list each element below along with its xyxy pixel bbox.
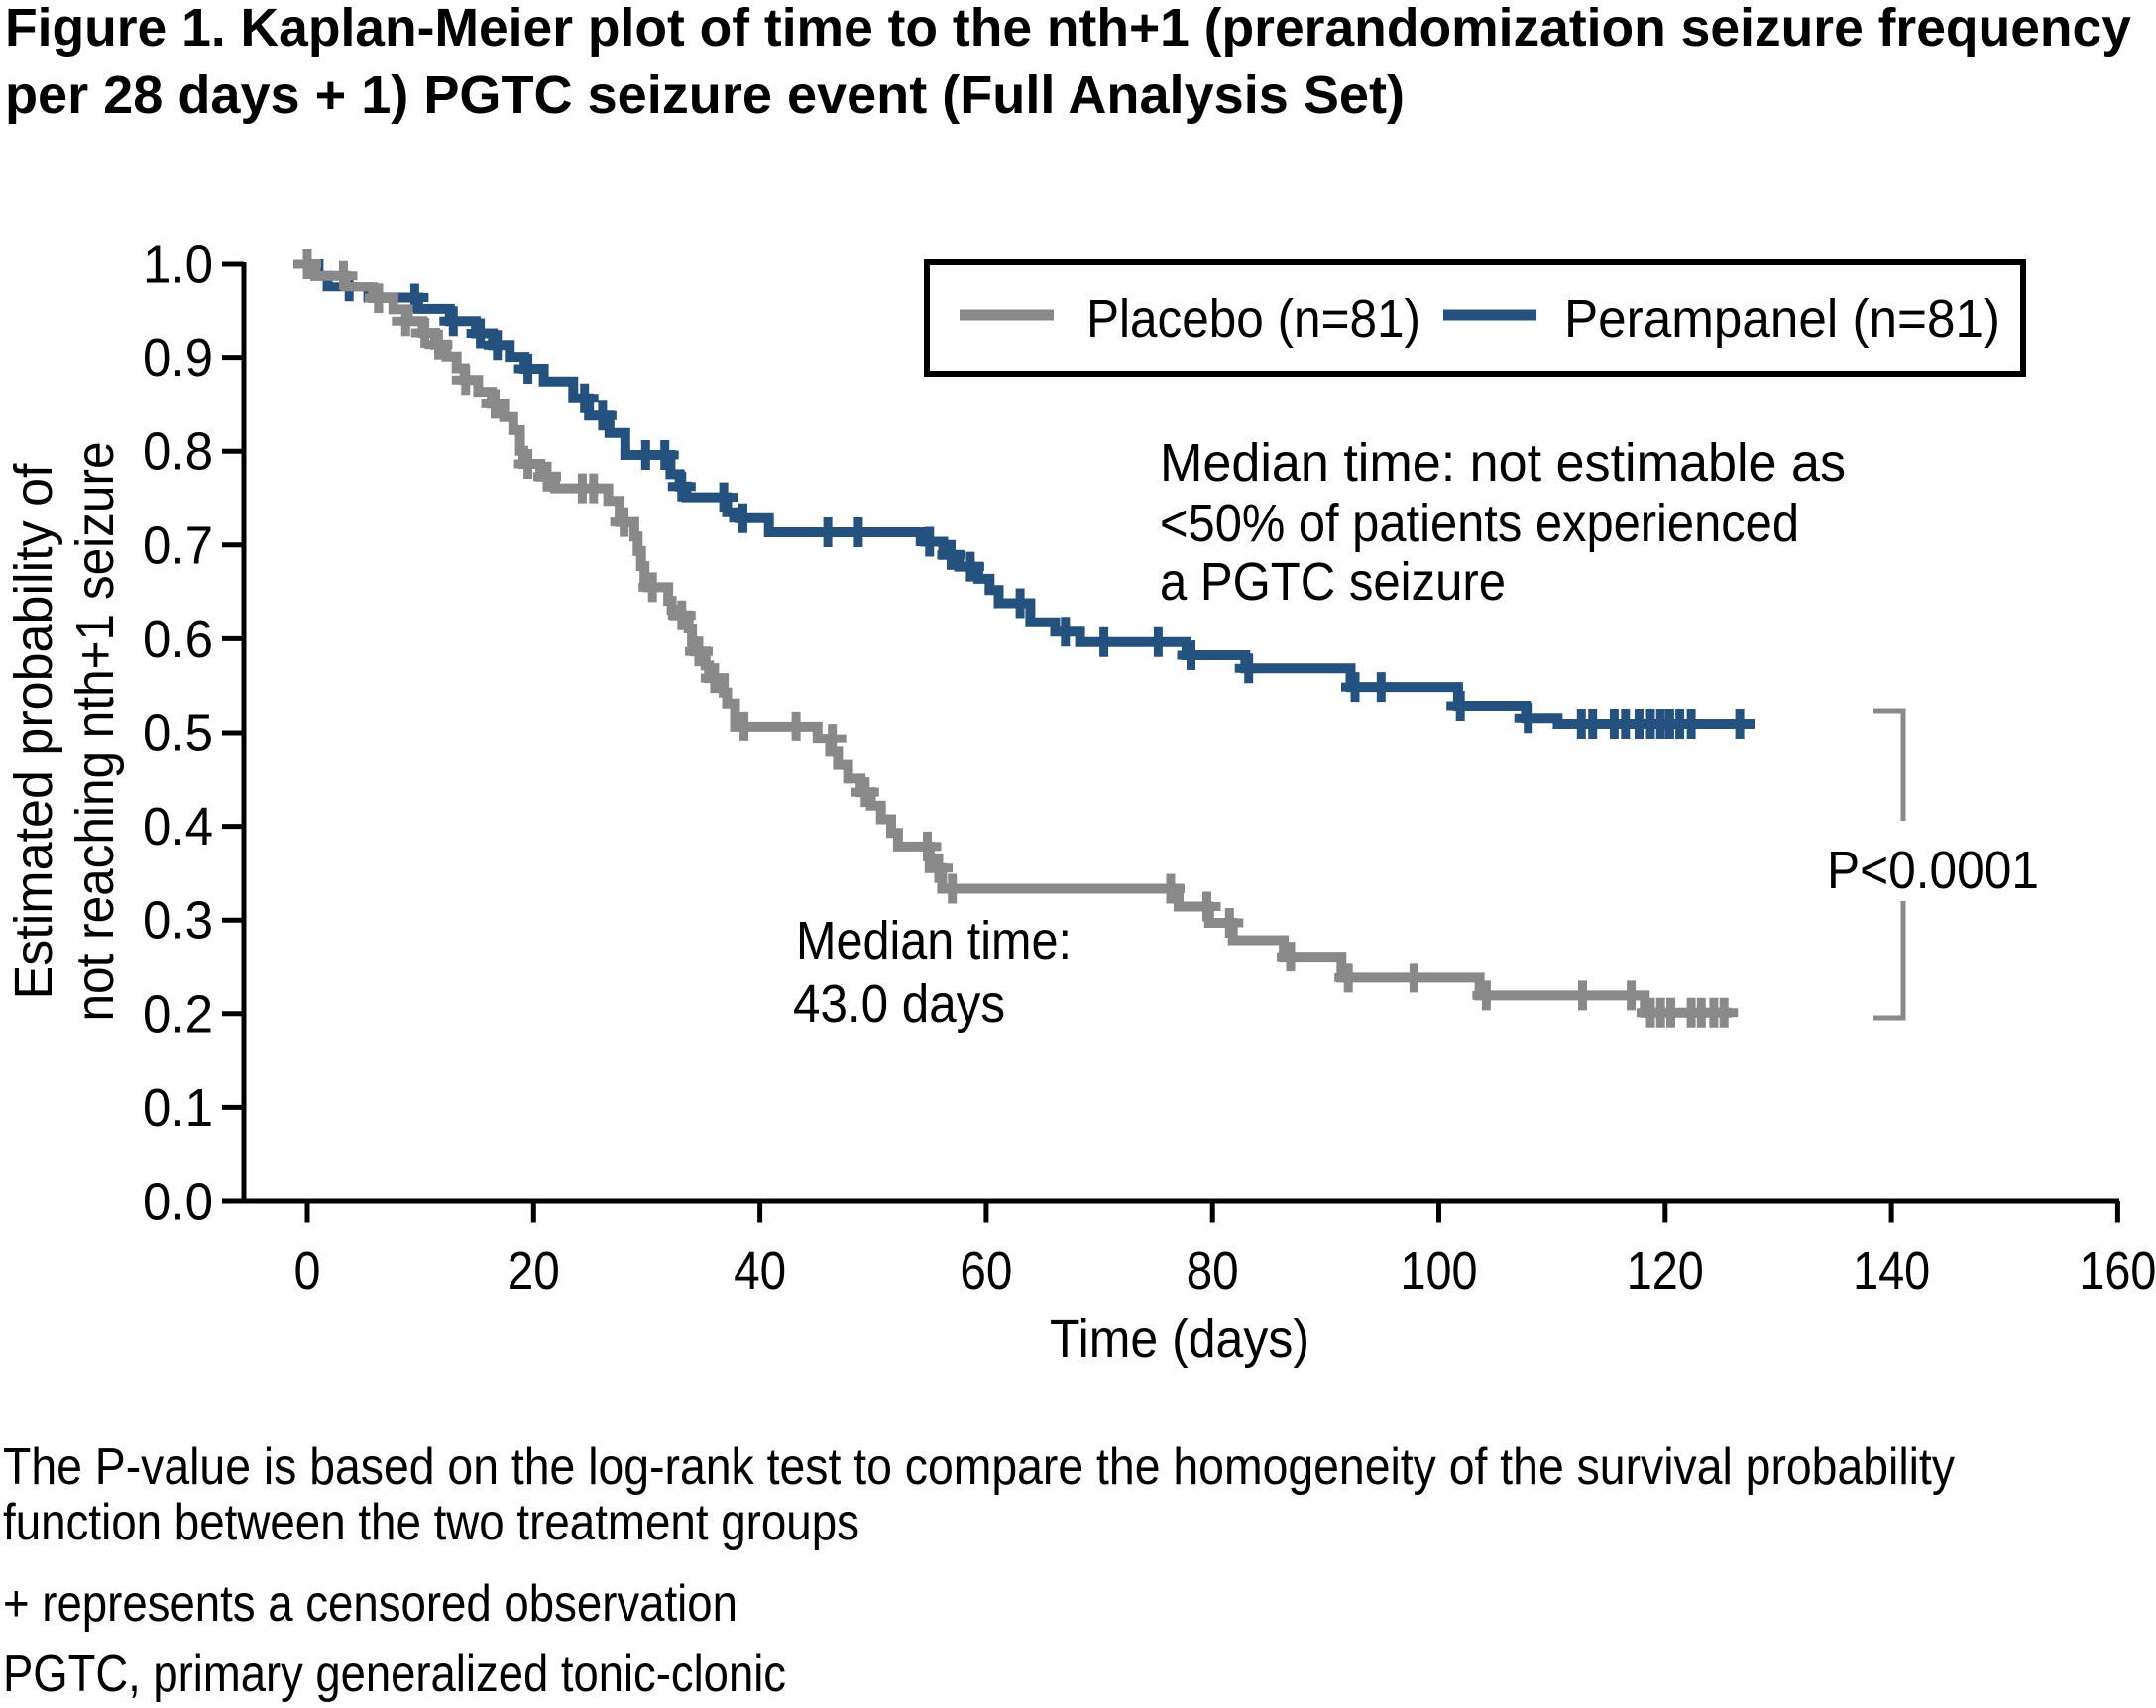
svg-text:0.6: 0.6: [143, 610, 213, 669]
svg-text:0.5: 0.5: [143, 704, 213, 763]
svg-text:0.1: 0.1: [143, 1079, 213, 1138]
svg-text:+ represents a censored observ: + represents a censored observation: [3, 1575, 738, 1633]
svg-text:1.0: 1.0: [143, 235, 213, 294]
svg-text:a PGTC seizure: a PGTC seizure: [1160, 552, 1506, 612]
svg-text:60: 60: [960, 1241, 1012, 1301]
svg-text:160: 160: [2079, 1241, 2156, 1301]
svg-text:0.2: 0.2: [143, 984, 213, 1044]
svg-text:Perampanel (n=81): Perampanel (n=81): [1564, 289, 2000, 349]
svg-text:P<0.0001: P<0.0001: [1827, 841, 2039, 900]
svg-text:0.3: 0.3: [143, 891, 213, 951]
svg-text:80: 80: [1187, 1241, 1239, 1301]
svg-text:Time (days): Time (days): [1050, 1309, 1309, 1369]
svg-text:Median time: not estimable as: Median time: not estimable as: [1160, 433, 1846, 493]
svg-text:0: 0: [294, 1241, 321, 1301]
svg-text:140: 140: [1853, 1241, 1930, 1301]
svg-text:20: 20: [508, 1241, 560, 1301]
svg-text:PGTC, primary generalized toni: PGTC, primary generalized tonic-clonic: [3, 1646, 786, 1703]
svg-text:43.0 days: 43.0 days: [793, 974, 1005, 1034]
svg-text:40: 40: [734, 1241, 786, 1301]
svg-text:<50% of patients experienced: <50% of patients experienced: [1160, 494, 1799, 553]
svg-text:0.0: 0.0: [143, 1173, 213, 1232]
svg-text:100: 100: [1401, 1241, 1478, 1301]
svg-text:Placebo (n=81): Placebo (n=81): [1086, 289, 1420, 349]
svg-text:Median time:: Median time:: [796, 911, 1072, 970]
svg-text:0.7: 0.7: [143, 515, 213, 575]
svg-text:0.4: 0.4: [143, 797, 213, 856]
svg-text:function between the two treat: function between the two treatment group…: [3, 1494, 859, 1551]
svg-text:The P-value is based on the lo: The P-value is based on the log-rank tes…: [3, 1438, 1955, 1496]
svg-text:120: 120: [1627, 1241, 1704, 1301]
svg-text:not reaching nth+1 seizure: not reaching nth+1 seizure: [65, 442, 125, 1022]
svg-text:0.8: 0.8: [143, 422, 213, 482]
svg-text:per 28 days + 1) PGTC seizure: per 28 days + 1) PGTC seizure event (Ful…: [5, 65, 1405, 125]
svg-text:Estimated probability of: Estimated probability of: [4, 463, 63, 1000]
svg-text:0.9: 0.9: [143, 328, 213, 388]
svg-text:Figure 1. Kaplan-Meier plot of: Figure 1. Kaplan-Meier plot of time to t…: [5, 0, 2131, 57]
